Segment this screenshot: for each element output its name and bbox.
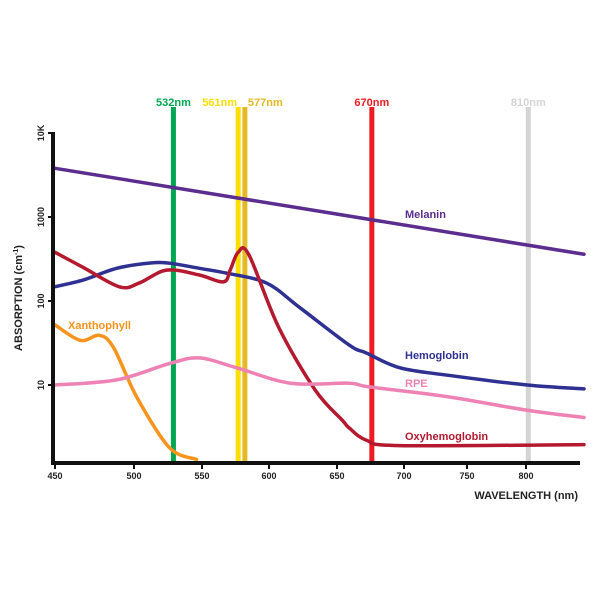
laser-label-532nm: 532nm <box>156 97 191 109</box>
laser-label-810nm: 810nm <box>511 97 546 109</box>
label-melanin: Melanin <box>405 209 446 221</box>
x-tick-label-800: 800 <box>518 471 533 481</box>
curve-melanin <box>53 166 586 257</box>
x-tick-label-600: 600 <box>261 471 276 481</box>
x-tick-label-550: 550 <box>194 471 209 481</box>
absorption-curves <box>53 166 586 462</box>
y-tick-label-10000: 10K <box>36 124 46 141</box>
x-tick-label-700: 700 <box>396 471 411 481</box>
x-tick-label-750: 750 <box>459 471 474 481</box>
laser-label-577nm: 577nm <box>248 97 283 109</box>
laser-lines: 532nm 561nm 577nm 670nm 810nm <box>156 97 546 463</box>
y-tick-label-1000: 1000 <box>36 207 46 227</box>
ticks: 450 500 550 600 650 700 750 800 10 100 1000 10K <box>36 124 534 481</box>
label-xanthophyll: Xanthophyll <box>68 320 131 332</box>
label-oxyhemoglobin: Oxyhemoglobin <box>405 431 488 443</box>
curve-oxyhemoglobin <box>53 246 586 448</box>
curve-hemoglobin <box>53 260 586 391</box>
x-tick-label-450: 450 <box>47 471 62 481</box>
curve-xanthophyll <box>53 323 199 462</box>
laser-label-561nm: 561nm <box>202 97 237 109</box>
x-tick-label-650: 650 <box>329 471 344 481</box>
y-axis-title: ABSORPTION (cm-1) <box>13 245 25 351</box>
label-hemoglobin: Hemoglobin <box>405 350 469 362</box>
curve-rpe <box>53 356 586 420</box>
axes <box>51 132 580 465</box>
y-tick-label-10: 10 <box>36 380 46 390</box>
x-axis-title: WAVELENGTH (nm) <box>474 490 578 502</box>
y-tick-label-100: 100 <box>36 293 46 308</box>
laser-label-670nm: 670nm <box>354 97 389 109</box>
x-tick-label-500: 500 <box>126 471 141 481</box>
label-rpe: RPE <box>405 378 428 390</box>
